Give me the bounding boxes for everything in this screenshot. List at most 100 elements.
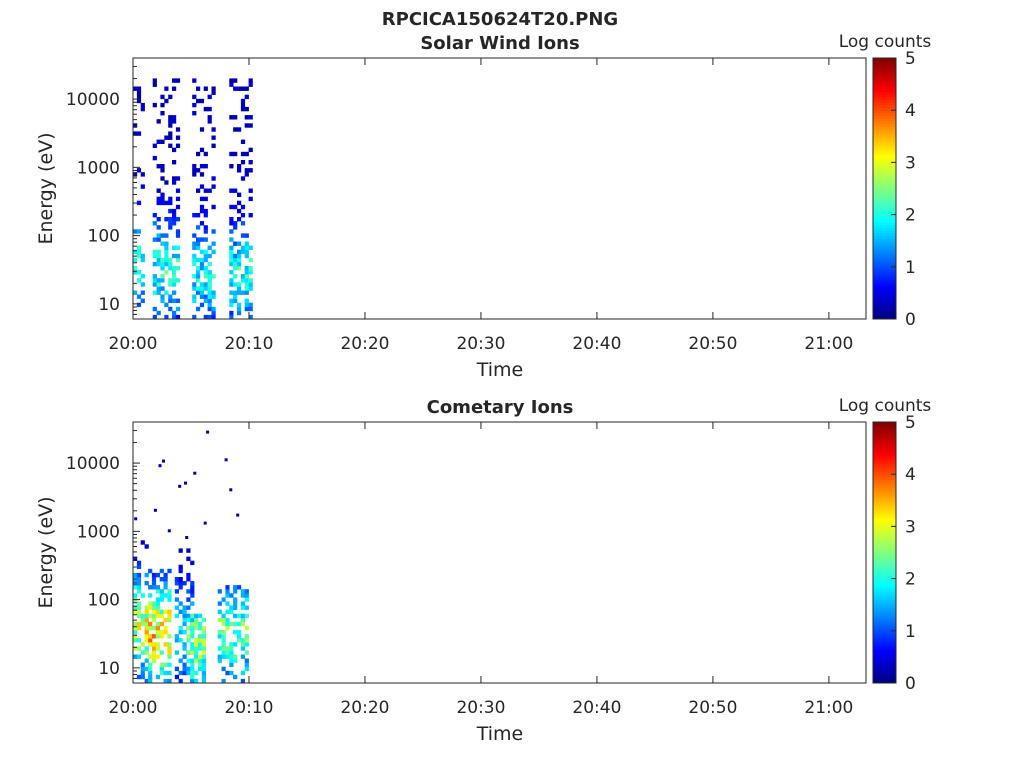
heatmap-cell: [244, 638, 249, 643]
heatmap-cell: [203, 294, 208, 299]
y-tick-label: 10: [98, 659, 120, 679]
heatmap-cell: [160, 164, 165, 169]
heatmap-cell: [192, 245, 197, 250]
heatmap-cell: [160, 298, 165, 303]
colorbar-segment: [873, 91, 896, 96]
heatmap-cell: [225, 670, 230, 676]
heatmap-cell: [140, 106, 145, 112]
heatmap-cell: [194, 658, 199, 663]
heatmap-cell: [163, 572, 168, 578]
colorbar-box: [872, 421, 897, 684]
heatmap-cell: [248, 278, 253, 283]
heatmap-cell: [190, 658, 195, 663]
heatmap-cell: [199, 164, 205, 169]
colorbar-segment: [873, 248, 896, 252]
colorbar-segment: [873, 277, 896, 281]
figure-title: RPCICA150624T20.PNG: [382, 9, 618, 30]
colorbar-tick-label: 2: [905, 570, 916, 590]
colorbar-segment: [873, 167, 896, 171]
heatmap-cell: [192, 257, 197, 263]
colorbar-segment: [873, 497, 896, 501]
colorbar-segment: [873, 424, 896, 428]
heatmap-cell: [240, 642, 245, 647]
heatmap-cell: [240, 176, 246, 181]
heatmap-cell: [203, 229, 208, 234]
colorbar-segment: [873, 617, 896, 621]
heatmap-cell: [207, 298, 212, 303]
heatmap-cell: [175, 298, 181, 303]
heatmap-cell: [148, 605, 153, 610]
heatmap-cell: [199, 208, 205, 214]
heatmap-cell: [192, 241, 197, 246]
heatmap-cell: [203, 208, 208, 214]
colorbar-segment: [873, 81, 896, 85]
heatmap-cell: [182, 581, 187, 586]
heatmap-cell: [136, 253, 142, 259]
heatmap-cell: [140, 274, 145, 279]
x-tick-label: 20:10: [224, 698, 273, 718]
heatmap-cell: [203, 237, 208, 242]
heatmap-cell: [182, 666, 187, 672]
heatmap-cell: [182, 662, 187, 667]
heatmap-cell: [186, 548, 191, 553]
heatmap-cell: [136, 613, 142, 619]
heatmap-cell: [160, 192, 165, 197]
heatmap-cell: [159, 670, 164, 676]
colorbar-segment: [873, 675, 896, 679]
heatmap-cell: [240, 593, 245, 598]
heatmap-cell: [233, 654, 238, 659]
heatmap-cell: [207, 261, 212, 267]
colorbar-segment: [873, 63, 896, 67]
heatmap-cell: [133, 257, 138, 263]
heatmap-cell: [244, 666, 249, 672]
colorbar-segment: [873, 217, 896, 221]
heatmap-cell: [148, 662, 153, 667]
heatmap-cell: [203, 106, 208, 112]
heatmap-cell: [152, 249, 157, 255]
heatmap-cell: [211, 204, 216, 210]
colorbar-segment: [873, 222, 896, 226]
colorbar-segment: [873, 290, 896, 294]
heatmap-cell: [229, 314, 234, 320]
heatmap-cell: [233, 266, 238, 271]
heatmap-cell: [167, 642, 172, 647]
heatmap-cell: [159, 634, 164, 639]
heatmap-cell: [192, 282, 197, 287]
colorbar-segment: [873, 476, 896, 480]
heatmap-cell: [174, 597, 179, 602]
heatmap-cell: [156, 261, 161, 267]
heatmap-cell: [151, 585, 157, 590]
colorbar-segment: [873, 502, 896, 507]
heatmap-cell: [211, 229, 216, 234]
heatmap-cell: [190, 642, 195, 647]
heatmap-cell: [156, 286, 161, 291]
heatmap-cell: [160, 111, 165, 116]
heatmap-cell: [155, 613, 160, 619]
heatmap-cell: [192, 78, 197, 83]
heatmap-cell: [140, 282, 145, 287]
heatmap-cell: [240, 670, 245, 676]
heatmap-cell: [192, 233, 197, 238]
heatmap-cell: [233, 589, 238, 594]
colorbar-segment: [873, 589, 896, 593]
heatmap-cell: [233, 261, 238, 267]
heatmap-cell: [240, 654, 245, 659]
colorbar-label: Log counts: [839, 32, 932, 52]
heatmap-cell: [196, 98, 201, 104]
heatmap-cell: [229, 229, 234, 234]
heatmap-cell: [159, 630, 164, 635]
heatmap-cell: [229, 642, 234, 647]
heatmap-cell: [168, 115, 173, 120]
heatmap-cell: [182, 670, 187, 676]
heatmap-cell: [203, 314, 208, 320]
heatmap-cell: [168, 261, 173, 267]
colorbar-segment: [873, 542, 896, 546]
heatmap-cell: [233, 298, 238, 303]
heatmap-cell: [136, 131, 142, 136]
panel-solar-wind-ions: Solar Wind Ions 20:00 20:10 20:20 20:30 20:40…: [35, 32, 931, 381]
heatmap-cell: [164, 241, 169, 246]
heatmap-cell: [233, 613, 238, 619]
colorbar-segment: [873, 562, 896, 567]
colorbar-segment: [873, 86, 896, 90]
heatmap-cell: [203, 213, 208, 218]
